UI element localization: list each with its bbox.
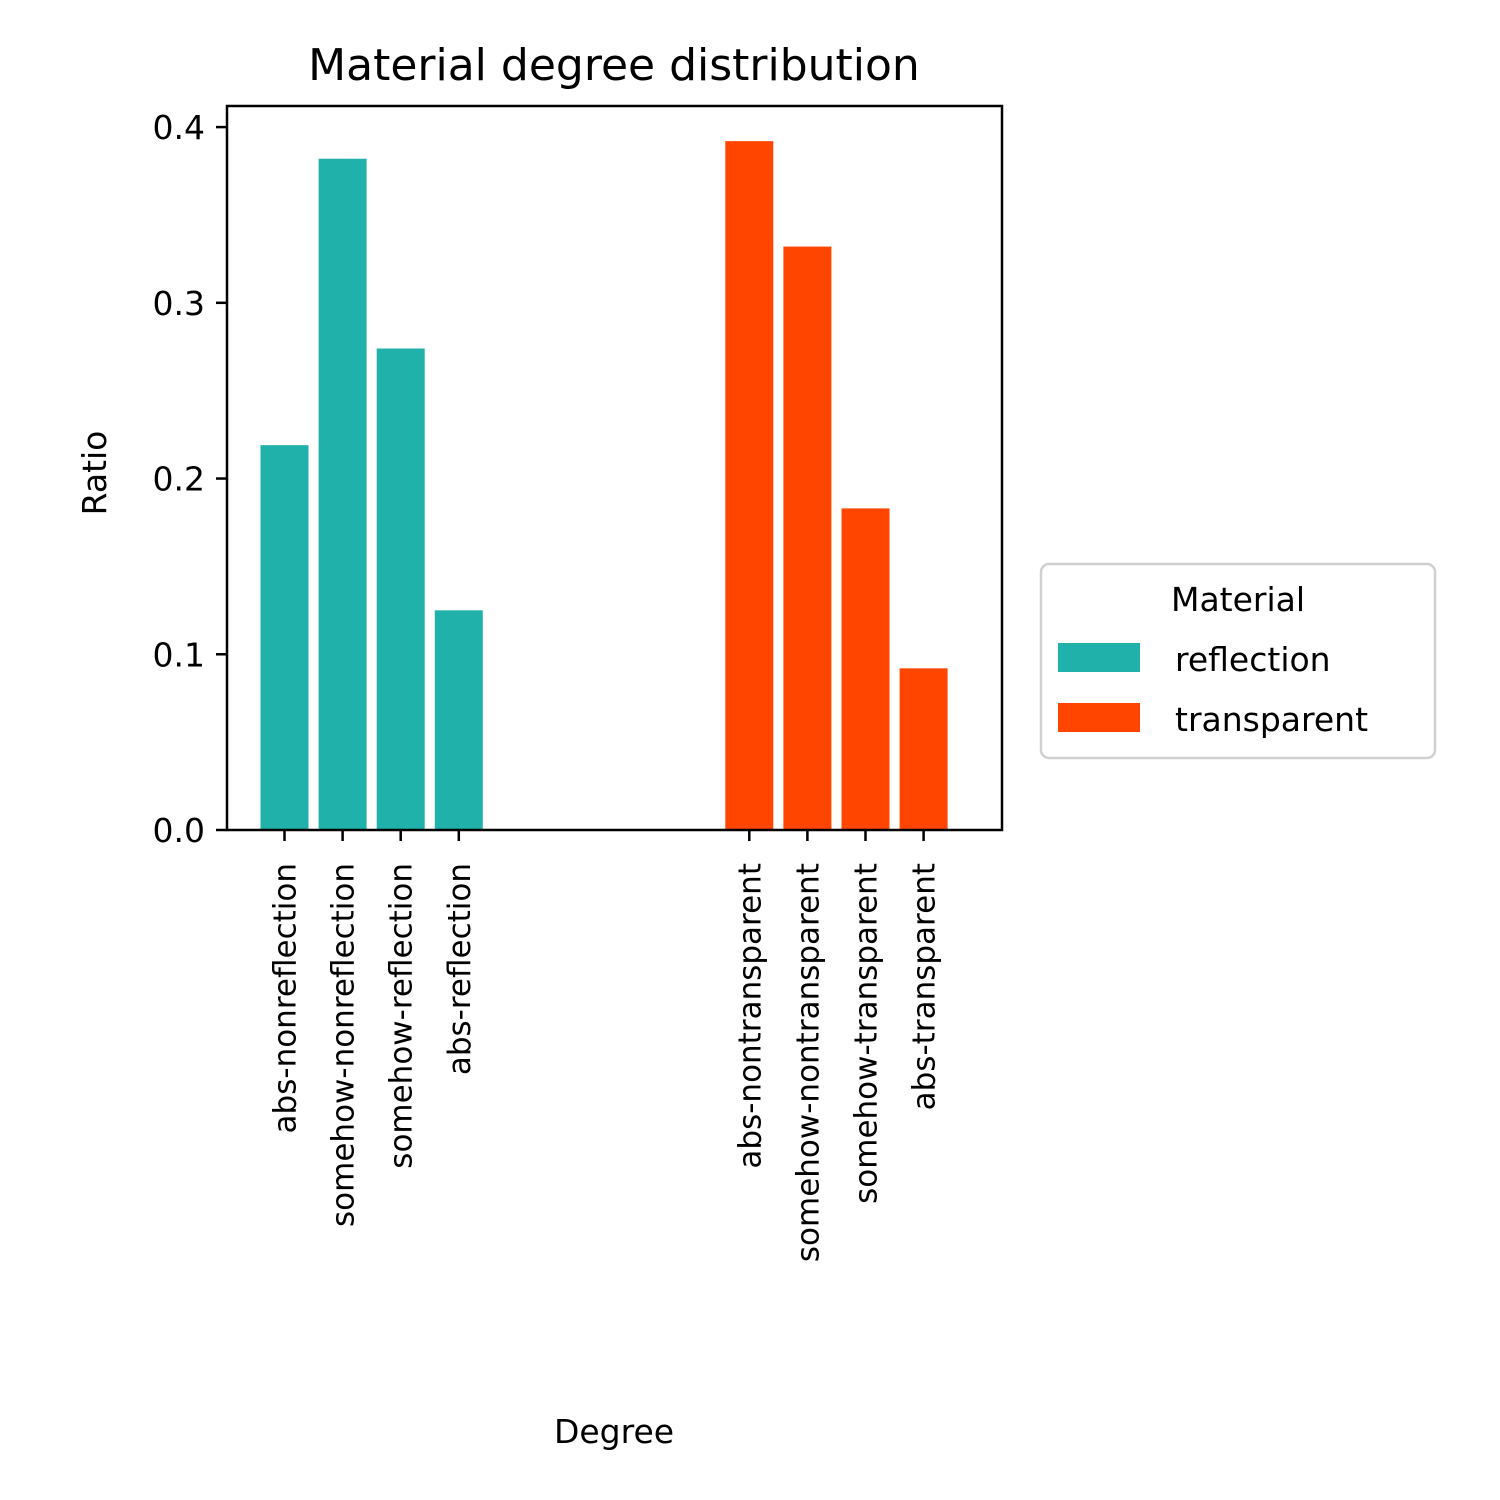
- y-axis-label: Ratio: [75, 431, 114, 516]
- bar-somehow-nonreflection: [318, 158, 367, 830]
- y-tick-label: 0.3: [153, 284, 205, 323]
- plot-frame: [225, 104, 1004, 832]
- x-axis: abs-nonreflection somehow-nonreflection so…: [268, 830, 943, 1262]
- bar-abs-nontransparent: [725, 141, 774, 830]
- chart-title: Material degree distribution: [308, 40, 920, 91]
- y-tick-label: 0.0: [153, 811, 205, 850]
- x-tick-label: somehow-transparent: [849, 863, 885, 1204]
- x-tick-label: abs-reflection: [442, 863, 478, 1075]
- y-tick-label: 0.4: [153, 108, 205, 147]
- bars-layer: [260, 141, 948, 830]
- x-tick-label: somehow-reflection: [384, 863, 420, 1169]
- legend-swatch-transparent: [1058, 703, 1140, 732]
- y-tick-label: 0.2: [153, 460, 205, 499]
- legend-label-transparent: transparent: [1175, 700, 1368, 739]
- y-axis: 0.0 0.1 0.2 0.3 0.4: [153, 108, 227, 850]
- bar-somehow-nontransparent: [783, 246, 832, 830]
- bar-abs-transparent: [899, 668, 948, 830]
- legend-title: Material: [1171, 580, 1305, 619]
- x-tick-label: somehow-nontransparent: [790, 863, 826, 1262]
- x-tick-label: abs-nonreflection: [268, 863, 304, 1133]
- legend: Material reflection transparent: [1039, 562, 1437, 760]
- bar-abs-nonreflection: [260, 445, 309, 830]
- x-tick-label: somehow-nonreflection: [326, 863, 362, 1227]
- legend-label-reflection: reflection: [1175, 640, 1331, 679]
- bar-somehow-transparent: [841, 508, 890, 830]
- bar-somehow-reflection: [376, 348, 425, 830]
- x-tick-label: abs-transparent: [907, 863, 943, 1110]
- bar-abs-reflection: [434, 610, 483, 830]
- x-tick-label: abs-nontransparent: [732, 863, 768, 1169]
- x-axis-label: Degree: [554, 1412, 674, 1451]
- legend-swatch-reflection: [1058, 643, 1140, 672]
- y-tick-label: 0.1: [153, 635, 205, 674]
